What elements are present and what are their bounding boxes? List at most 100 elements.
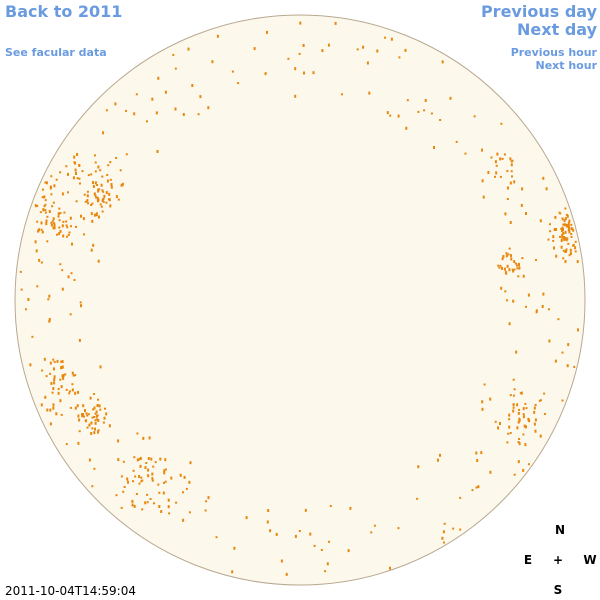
facular-point (535, 259, 537, 261)
facular-point (560, 245, 563, 249)
facular-point (500, 286, 503, 290)
facular-point (170, 476, 173, 480)
facular-point (66, 235, 68, 238)
facular-point (574, 246, 577, 250)
facular-point (89, 396, 92, 400)
facular-point (109, 178, 112, 181)
facular-point (539, 434, 542, 438)
facular-point (404, 48, 407, 52)
facular-point (65, 220, 68, 223)
next-day-link[interactable]: Next day (517, 20, 598, 39)
facular-point (78, 338, 81, 342)
facular-point (237, 82, 240, 85)
facular-point (106, 179, 109, 183)
facular-point (475, 486, 478, 489)
facular-point (164, 468, 167, 471)
previous-hour-link[interactable]: Previous hour (511, 46, 598, 59)
facular-point (84, 409, 86, 413)
facular-point (99, 408, 102, 411)
facular-point (324, 570, 327, 573)
facular-point (87, 202, 89, 205)
facular-point (498, 266, 501, 269)
facular-point (93, 406, 96, 410)
facular-point (93, 192, 96, 196)
facular-point (522, 274, 525, 278)
facular-point (508, 418, 511, 421)
facular-point (515, 262, 517, 265)
facular-point (565, 213, 568, 216)
facular-point (62, 374, 65, 378)
facular-point (101, 210, 104, 213)
facular-point (527, 293, 530, 297)
facular-point (65, 388, 68, 391)
facular-point (62, 234, 65, 238)
facular-point (189, 461, 192, 465)
facular-point (77, 390, 80, 394)
facular-point (49, 372, 51, 375)
facular-point (569, 252, 572, 255)
facular-point (499, 264, 502, 267)
facular-point (174, 67, 177, 70)
facular-point (97, 189, 100, 193)
facular-point (53, 223, 56, 227)
facular-point (36, 204, 39, 207)
facular-point (147, 457, 150, 460)
facular-point (61, 224, 64, 228)
facular-point (294, 67, 297, 71)
facular-point (506, 198, 509, 200)
facular-point (145, 462, 148, 464)
facular-point (105, 191, 108, 195)
facular-point (516, 267, 519, 270)
facular-point (114, 102, 117, 106)
facular-point (506, 264, 509, 268)
facular-point (46, 408, 49, 412)
facular-point (503, 267, 506, 271)
facular-point (506, 299, 509, 302)
facular-point (107, 164, 110, 167)
facular-point (122, 460, 125, 463)
facular-point (120, 183, 123, 187)
facular-point (71, 242, 73, 246)
facular-point (79, 182, 81, 185)
back-link[interactable]: Back to 2011 (5, 2, 122, 21)
next-hour-link[interactable]: Next hour (536, 59, 598, 72)
facular-point (424, 99, 427, 102)
facular-point (437, 458, 439, 462)
facular-point (539, 219, 542, 223)
facular-point (110, 185, 113, 189)
facular-point (20, 288, 23, 291)
facular-point (398, 56, 401, 59)
facular-point (517, 441, 520, 443)
facular-point (57, 212, 60, 216)
facular-point (71, 383, 74, 386)
facular-point (534, 429, 537, 433)
facular-point (96, 184, 99, 186)
facular-point (136, 432, 139, 435)
facular-point (75, 172, 77, 175)
facular-point (568, 219, 571, 223)
facular-point (527, 463, 530, 466)
facular-point (92, 185, 95, 188)
facular-point (269, 529, 272, 533)
facular-point (510, 163, 513, 167)
facular-point (44, 209, 47, 212)
facular-point (163, 469, 166, 473)
facular-point (52, 403, 55, 407)
facular-point (131, 499, 134, 503)
facular-point (207, 106, 210, 110)
compass-south: S (554, 583, 563, 597)
facular-point (509, 432, 512, 434)
facular-point (71, 388, 74, 392)
facular-point (522, 468, 525, 472)
facular-point (140, 476, 143, 479)
facular-point (518, 263, 520, 267)
facular-point (40, 221, 43, 225)
facular-points (19, 21, 579, 576)
facular-point (513, 260, 516, 264)
facular-point (117, 198, 120, 201)
facular-point (56, 359, 59, 363)
previous-day-link[interactable]: Previous day (481, 2, 598, 21)
facular-link[interactable]: See facular data (5, 46, 107, 59)
facular-point (341, 93, 343, 96)
